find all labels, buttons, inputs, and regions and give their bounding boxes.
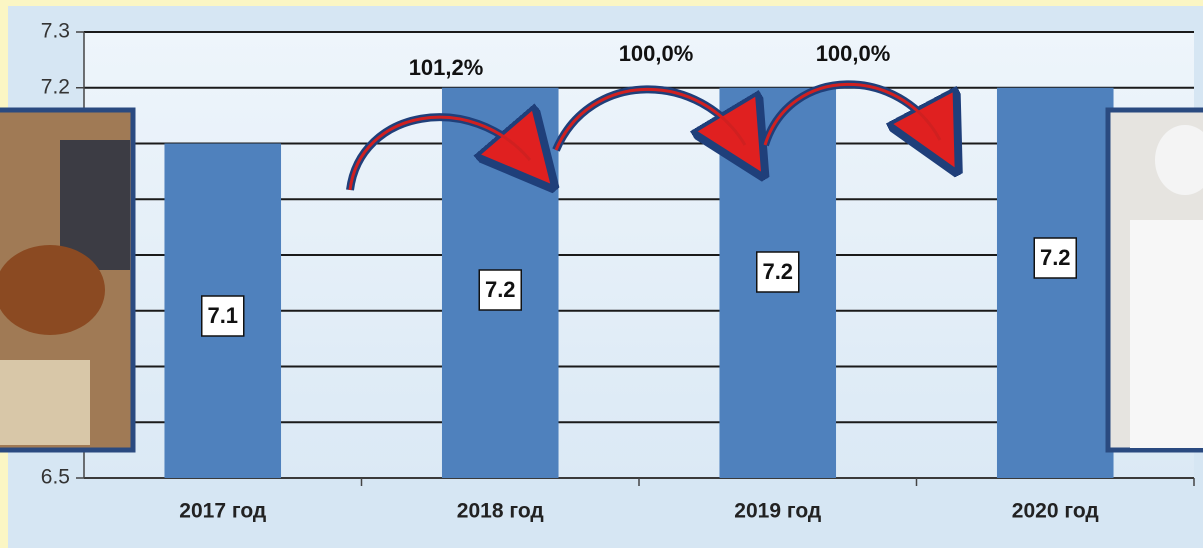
x-tick-label: 2019 год [734,500,821,523]
value-label: 7.2 [762,259,793,284]
photo-left [0,110,133,450]
annotation: 101,2% [409,55,484,80]
y-tick-label: 6.5 [41,466,70,489]
photo-right [1108,110,1203,450]
bar [997,88,1114,478]
x-tick-label: 2020 год [1012,500,1099,523]
value-label: 7.2 [1040,245,1071,270]
annotation: 100,0% [619,41,694,66]
y-tick-label: 7.2 [41,75,70,98]
x-tick-label: 2018 год [457,500,544,523]
photo-detail [1130,220,1203,448]
photo-detail [0,360,90,445]
value-label: 7.1 [207,303,238,328]
photo-detail [0,245,105,335]
chart: 6.56.66.76.86.977.17.27.32017 год7.12018… [0,0,1203,548]
x-tick-label: 2017 год [179,500,266,523]
y-tick-label: 7.3 [41,20,70,43]
page: {"chart_data": {"type": "bar", "categori… [0,0,1203,548]
value-label: 7.2 [485,277,516,302]
annotation: 100,0% [816,41,891,66]
